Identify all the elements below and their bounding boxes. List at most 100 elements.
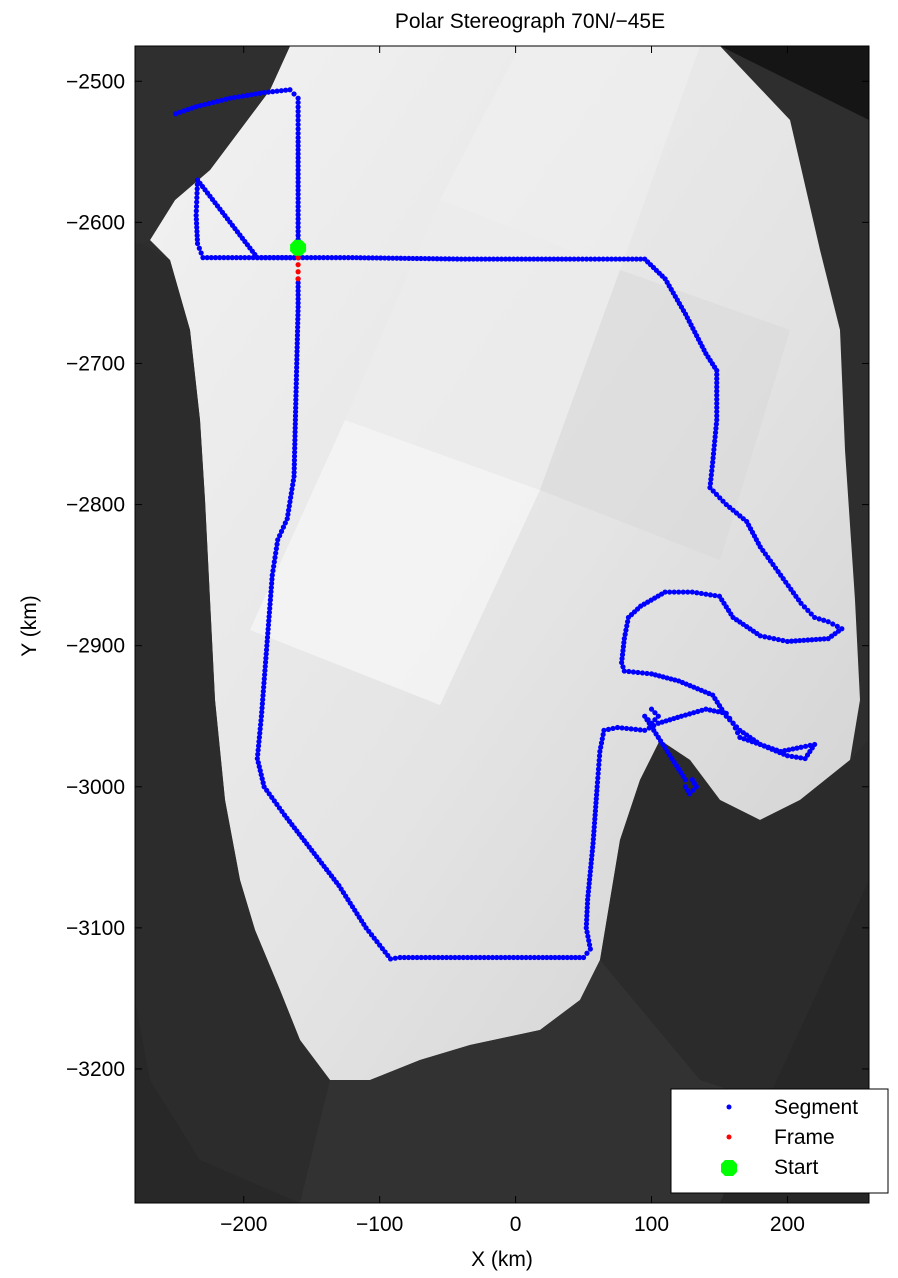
segment-point [708, 472, 714, 478]
segment-point [295, 232, 301, 238]
segment-point [271, 559, 277, 565]
segment-point [217, 255, 223, 261]
segment-point [624, 623, 630, 629]
segment-point [714, 372, 720, 378]
segment-point [185, 106, 191, 113]
x-tick-label: −100 [356, 1213, 403, 1236]
segment-point [293, 401, 299, 407]
segment-point [527, 954, 533, 961]
segment-point [392, 955, 398, 961]
segment-point [244, 92, 250, 98]
segment-point [588, 860, 594, 866]
segment-point [193, 203, 200, 210]
segment-point [652, 710, 658, 716]
segment-point [270, 89, 276, 95]
segment-point [765, 745, 771, 751]
segment-point [535, 954, 542, 961]
segment-point [194, 240, 201, 247]
segment-point [293, 381, 299, 387]
segment-point [295, 203, 301, 210]
segment-point [474, 256, 480, 262]
segment-point [267, 605, 273, 611]
segment-point [293, 389, 299, 395]
segment-point [466, 256, 472, 262]
segment-point [460, 954, 466, 961]
segment-point [295, 95, 301, 101]
segment-point [254, 255, 260, 261]
segment-point [374, 255, 380, 261]
segment-point [711, 446, 717, 453]
segment-point [586, 937, 592, 944]
segment-point [753, 740, 759, 746]
segment-point [261, 784, 267, 790]
segment-point [596, 256, 602, 262]
segment-point [624, 619, 631, 625]
segment-point [821, 636, 827, 642]
segment-point [715, 709, 721, 715]
segment-point [623, 627, 629, 633]
segment-point [790, 746, 796, 752]
segment-point [292, 441, 298, 447]
segment-point [593, 804, 599, 810]
segment-point [248, 92, 254, 98]
segment-point [703, 591, 709, 597]
segment-point [588, 856, 595, 862]
segment-point [714, 417, 720, 423]
segment-point [637, 256, 644, 262]
segment-point [595, 766, 602, 772]
segment-point [277, 533, 283, 539]
segment-point [194, 236, 200, 243]
segment-point [295, 316, 301, 322]
segment-point [295, 195, 301, 201]
segment-point [295, 99, 301, 106]
segment-point [263, 255, 269, 261]
segment-point [189, 105, 195, 111]
segment-point [295, 296, 301, 302]
segment-point [714, 388, 720, 394]
segment-point [295, 175, 301, 181]
segment-point [711, 442, 717, 448]
segment-point [714, 413, 720, 419]
segment-point [263, 647, 270, 653]
segment-point [596, 762, 602, 768]
segment-point [712, 430, 719, 436]
segment-point [469, 954, 475, 961]
segment-point [594, 788, 600, 794]
segment-point [345, 255, 351, 261]
segment-point [295, 121, 301, 128]
segment-point [584, 950, 590, 956]
segment-point [177, 109, 183, 115]
segment-point [590, 840, 596, 846]
segment-point [288, 494, 294, 501]
segment-point [289, 486, 295, 492]
segment-point [295, 130, 301, 136]
segment-point [586, 942, 593, 948]
segment-point [482, 256, 488, 262]
segment-point [259, 709, 265, 715]
segment-point [227, 95, 233, 101]
segment-point [714, 367, 720, 374]
segment-point [563, 256, 569, 262]
y-tick-label: −3200 [66, 1058, 125, 1081]
segment-point [590, 836, 596, 842]
segment-point [292, 417, 298, 423]
segment-point [766, 635, 772, 641]
segment-point [295, 308, 301, 314]
segment-point [193, 208, 199, 214]
segment-point [710, 459, 716, 465]
segment-point [668, 676, 674, 682]
segment-point [260, 780, 266, 786]
legend-label-frame: Frame [774, 1126, 835, 1149]
segment-point [210, 99, 216, 106]
segment-point [714, 409, 720, 415]
segment-point [295, 224, 301, 230]
segment-point [771, 636, 777, 642]
segment-point [295, 147, 301, 153]
segment-point [173, 111, 179, 117]
segment-point [593, 796, 599, 802]
segment-point [712, 434, 718, 440]
segment-point [714, 380, 720, 386]
segment-point [579, 256, 586, 262]
segment-point [489, 954, 496, 961]
segment-point [619, 659, 625, 666]
